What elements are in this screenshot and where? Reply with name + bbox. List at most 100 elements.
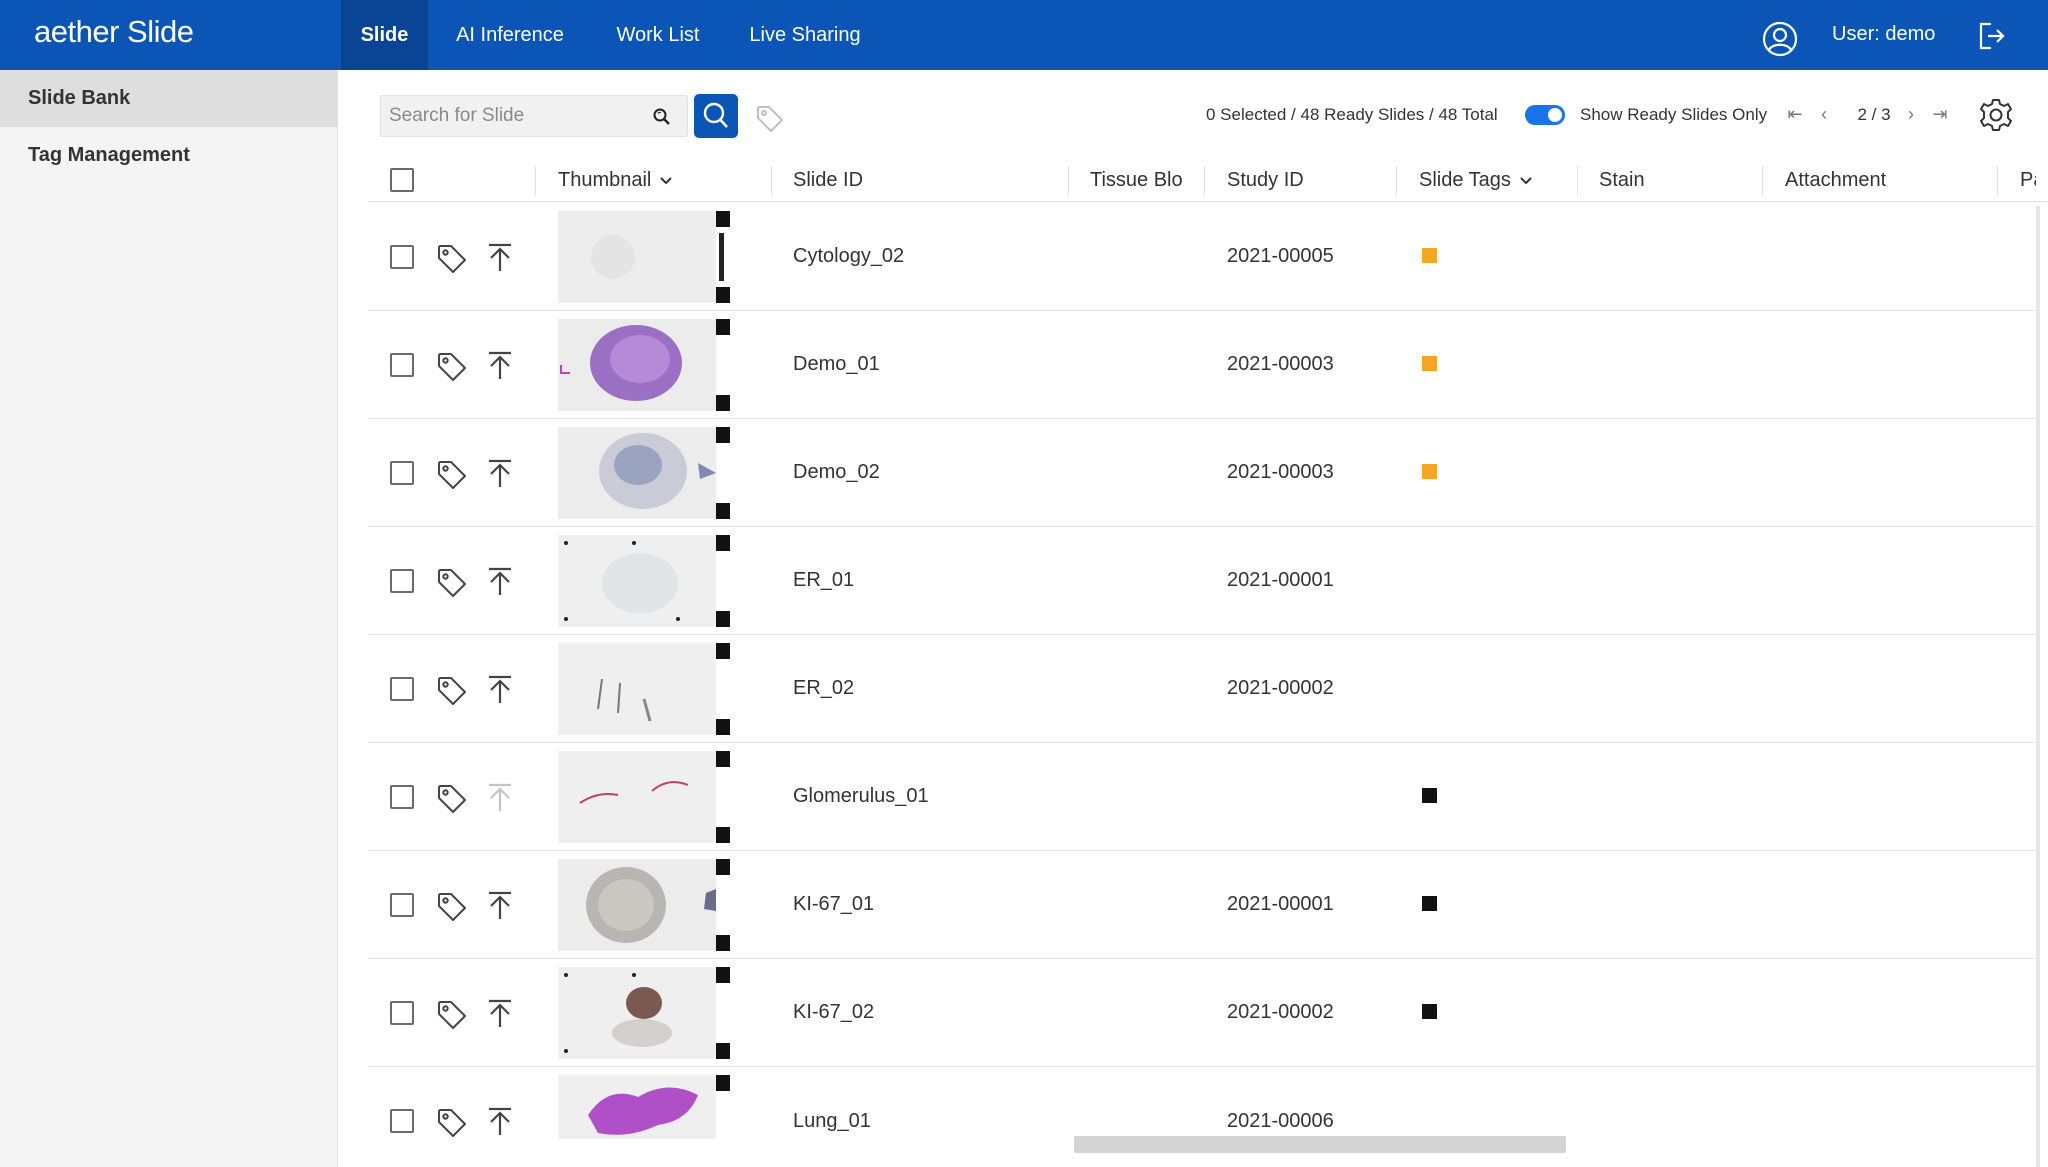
- row-checkbox[interactable]: [390, 893, 414, 917]
- row-checkbox[interactable]: [390, 569, 414, 593]
- upload-icon[interactable]: [485, 998, 515, 1030]
- search-icon[interactable]: [652, 107, 672, 127]
- table-row[interactable]: Glomerulus_01: [368, 743, 2036, 851]
- tag-icon[interactable]: [436, 891, 468, 923]
- sidebar: Slide Bank Tag Management: [0, 70, 338, 1167]
- slide-thumbnail[interactable]: [558, 859, 730, 951]
- show-ready-toggle[interactable]: [1525, 105, 1565, 125]
- upload-icon[interactable]: [485, 566, 515, 598]
- logout-icon[interactable]: [1978, 21, 2006, 51]
- slide-thumbnail[interactable]: [558, 643, 730, 735]
- last-page-icon[interactable]: ⇥: [1932, 104, 1948, 124]
- upload-icon[interactable]: [485, 674, 515, 706]
- table-row[interactable]: Lung_01 2021-00006: [368, 1067, 2036, 1167]
- next-page-icon[interactable]: ›: [1908, 104, 1914, 124]
- column-header-tissue-block[interactable]: Tissue Blo: [1090, 169, 1183, 191]
- row-checkbox[interactable]: [390, 461, 414, 485]
- slide-id-cell[interactable]: KI-67_01: [793, 893, 875, 915]
- row-checkbox[interactable]: [390, 353, 414, 377]
- table-row[interactable]: ER_02 2021-00002: [368, 635, 2036, 743]
- column-header-attachment[interactable]: Attachment: [1785, 169, 1887, 191]
- table-header: Thumbnail Slide ID Tissue Blo Study ID S…: [368, 158, 2048, 202]
- slide-id-cell[interactable]: Lung_01: [793, 1110, 871, 1132]
- tag-icon[interactable]: [436, 459, 468, 491]
- column-header-thumbnail[interactable]: Thumbnail: [558, 158, 673, 202]
- tab-work-list[interactable]: Work List: [616, 24, 700, 46]
- slide-thumbnail[interactable]: [558, 211, 730, 303]
- table-row[interactable]: Demo_02 2021-00003: [368, 419, 2036, 527]
- slide-tag-chip: [1422, 248, 1437, 263]
- slide-image: [558, 967, 730, 1059]
- slide-thumbnail[interactable]: [558, 967, 730, 1059]
- first-page-icon[interactable]: ⇤: [1787, 104, 1803, 124]
- upload-icon[interactable]: [485, 350, 515, 382]
- slide-id-cell[interactable]: KI-67_02: [793, 1001, 875, 1023]
- table-row[interactable]: Cytology_02 2021-00005: [368, 203, 2036, 311]
- slide-thumbnail[interactable]: [558, 427, 730, 519]
- slide-id-cell[interactable]: ER_02: [793, 677, 855, 699]
- upload-icon[interactable]: [485, 458, 515, 490]
- tag-icon[interactable]: [436, 1107, 468, 1139]
- row-checkbox[interactable]: [390, 677, 414, 701]
- prev-page-icon[interactable]: ‹: [1821, 104, 1827, 124]
- table-row[interactable]: ER_01 2021-00001: [368, 527, 2036, 635]
- vertical-scrollbar[interactable]: [2036, 206, 2040, 1167]
- tag-filter-icon[interactable]: [755, 104, 785, 134]
- study-id-cell: 2021-00002: [1227, 677, 1334, 699]
- slide-id-cell[interactable]: Glomerulus_01: [793, 785, 929, 807]
- slide-id-cell[interactable]: ER_01: [793, 569, 855, 591]
- column-header-slide-tags[interactable]: Slide Tags: [1419, 158, 1533, 202]
- search-button[interactable]: [694, 94, 738, 138]
- slide-id-cell[interactable]: Demo_02: [793, 461, 880, 483]
- slide-thumbnail[interactable]: [558, 319, 730, 411]
- select-all-checkbox[interactable]: [390, 168, 414, 192]
- table-row[interactable]: Demo_01 2021-00003: [368, 311, 2036, 419]
- user-circle-icon[interactable]: [1762, 21, 1798, 57]
- app-logo[interactable]: aether Slide: [34, 14, 194, 49]
- table-row[interactable]: KI-67_01 2021-00001: [368, 851, 2036, 959]
- upload-icon[interactable]: [485, 1106, 515, 1138]
- slide-image: [558, 751, 730, 843]
- column-header-study-id[interactable]: Study ID: [1227, 169, 1304, 191]
- row-checkbox[interactable]: [390, 245, 414, 269]
- table-row[interactable]: KI-67_02 2021-00002: [368, 959, 2036, 1067]
- search-input[interactable]: [389, 96, 639, 136]
- top-nav-bar: aether Slide Slide AI Inference Work Lis…: [0, 0, 2048, 70]
- tab-ai-inference[interactable]: AI Inference: [456, 24, 564, 46]
- tag-icon[interactable]: [436, 567, 468, 599]
- slide-tag-chip: [1422, 464, 1437, 479]
- gear-icon[interactable]: [1978, 97, 2014, 133]
- tag-icon[interactable]: [436, 243, 468, 275]
- show-ready-label: Show Ready Slides Only: [1580, 105, 1768, 124]
- upload-icon-disabled: [489, 783, 511, 811]
- slide-thumbnail[interactable]: [558, 535, 730, 627]
- slide-image: [558, 643, 730, 735]
- row-checkbox[interactable]: [390, 1001, 414, 1025]
- row-checkbox[interactable]: [390, 785, 414, 809]
- study-id-cell: 2021-00001: [1227, 893, 1334, 915]
- row-checkbox[interactable]: [390, 1109, 414, 1133]
- study-id-cell: 2021-00003: [1227, 461, 1334, 483]
- column-header-slide-id[interactable]: Slide ID: [793, 169, 864, 191]
- sidebar-item-tag-management[interactable]: Tag Management: [28, 144, 190, 166]
- tag-icon[interactable]: [436, 675, 468, 707]
- column-header-label: Thumbnail: [558, 169, 652, 191]
- slide-id-cell[interactable]: Cytology_02: [793, 245, 905, 267]
- sidebar-item-slide-bank[interactable]: Slide Bank: [0, 70, 337, 127]
- column-header-patient[interactable]: Pat: [2020, 169, 2036, 191]
- column-header-stain[interactable]: Stain: [1599, 169, 1645, 191]
- horizontal-scrollbar[interactable]: [1074, 1136, 1566, 1153]
- column-header-label: Slide Tags: [1419, 169, 1511, 191]
- slide-thumbnail[interactable]: [558, 751, 730, 843]
- slide-id-cell[interactable]: Demo_01: [793, 353, 880, 375]
- search-box: [380, 95, 688, 137]
- slide-thumbnail[interactable]: [558, 1075, 730, 1139]
- tag-icon[interactable]: [436, 351, 468, 383]
- upload-icon[interactable]: [485, 242, 515, 274]
- upload-icon[interactable]: [485, 890, 515, 922]
- tab-slide[interactable]: Slide: [341, 0, 428, 70]
- tag-icon[interactable]: [436, 999, 468, 1031]
- slide-image: [558, 427, 730, 519]
- tab-live-sharing[interactable]: Live Sharing: [749, 24, 861, 46]
- tag-icon[interactable]: [436, 783, 468, 815]
